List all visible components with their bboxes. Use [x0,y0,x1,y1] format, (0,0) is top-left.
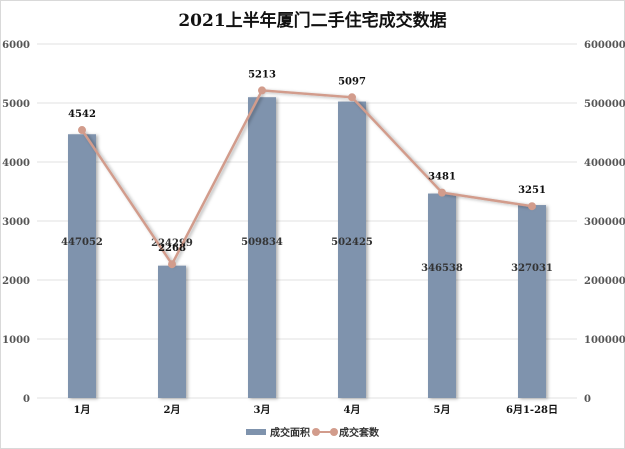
line-value-label: 4542 [68,109,96,120]
x-axis-tick: 1月 [74,404,91,416]
bar-value-label: 509834 [241,237,283,248]
x-axis-tick: 6月1-28日 [506,404,558,416]
line-marker [78,126,86,135]
right-axis-tick: 500000 [584,99,625,110]
bar [428,193,456,398]
bar [68,134,96,398]
right-axis-tick: 100000 [584,335,625,346]
x-axis-tick: 3月 [254,404,271,416]
x-axis-tick: 4月 [344,404,361,416]
legend-bar-swatch-icon [246,428,266,435]
legend: 成交面积 成交套数 [0,424,625,439]
bar-value-label: 346538 [421,263,463,274]
left-axis-tick: 6000 [2,40,30,51]
bar [518,205,546,398]
bar [248,97,276,398]
line-marker [438,188,446,197]
left-axis-tick: 5000 [2,99,30,110]
line-value-label: 5097 [338,76,366,87]
right-axis-tick: 0 [584,394,591,405]
line-marker [348,93,356,102]
line-value-label: 5213 [248,69,276,80]
left-axis-tick: 1000 [2,335,30,346]
bar-value-label: 447052 [61,237,103,248]
left-axis-tick: 2000 [2,276,30,287]
x-axis-tick: 5月 [434,404,451,416]
line-value-label: 3481 [428,172,456,183]
bar [158,265,186,398]
line-marker [528,202,536,211]
right-axis-tick: 200000 [584,276,625,287]
right-axis-tick: 400000 [584,158,625,169]
legend-line-label: 成交套数 [339,428,379,439]
bar-value-label: 502425 [331,237,373,248]
line-marker [168,260,176,269]
right-axis-tick: 300000 [584,217,625,228]
line-marker [258,86,266,95]
x-axis-tick: 2月 [164,404,181,416]
bar-value-label: 224299 [151,238,193,249]
right-axis-tick: 600000 [584,40,625,51]
line-value-label: 2268 [158,243,186,254]
legend-line-swatch-icon [312,427,338,436]
legend-bar-label: 成交面积 [270,428,310,439]
left-axis-tick: 3000 [2,217,30,228]
left-axis-tick: 4000 [2,158,30,169]
left-axis-tick: 0 [23,394,30,405]
line-series [80,89,533,267]
bar [338,101,366,399]
chart-title: 2021上半年厦门二手住宅成交数据 [178,11,447,31]
line-value-label: 3251 [518,185,546,196]
bar-value-label: 327031 [511,263,553,274]
